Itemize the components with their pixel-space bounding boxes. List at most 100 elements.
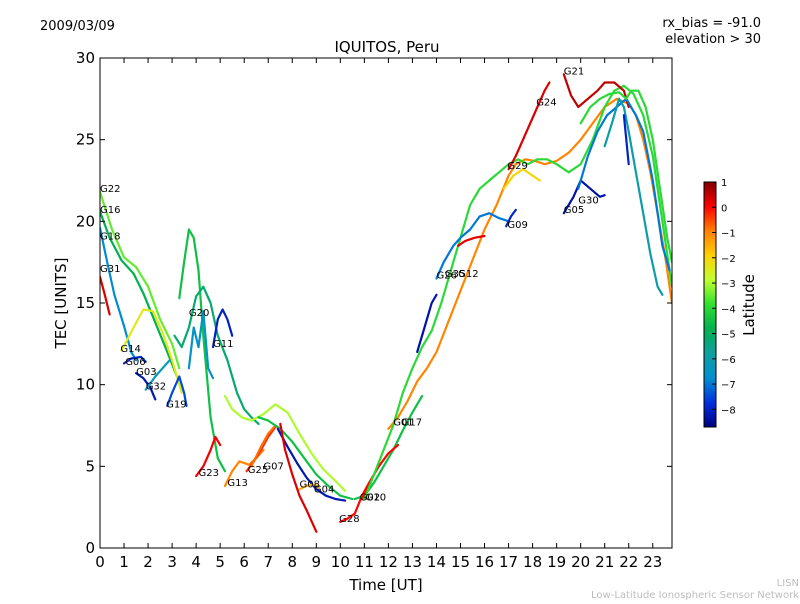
sat-label-g22: G22 (100, 184, 120, 195)
colorbar-tick-label: −8 (721, 405, 736, 416)
series-line-g26 (257, 416, 354, 501)
series-line-g01 (363, 84, 672, 501)
sat-label-g08: G08 (300, 480, 320, 491)
satellite-label-layer: G22G16G18G31G14G06G03G32G19G20G11G23G13G… (100, 66, 599, 525)
x-tick-label: 8 (287, 553, 297, 571)
sat-label-g30: G30 (578, 195, 598, 206)
sat-label-g16: G16 (100, 205, 120, 216)
y-axis-title: TEC [UNITS] (52, 258, 70, 350)
y-tick-label: 20 (76, 212, 95, 230)
series-line-g04 (276, 427, 347, 502)
sat-label-g26: G26 (437, 271, 457, 282)
sat-label-g01: G01 (393, 418, 413, 429)
sat-label-g32: G32 (146, 382, 166, 393)
series-line-g14 (120, 308, 183, 394)
series-line-g07 (250, 424, 277, 468)
x-tick-label: 22 (619, 553, 638, 571)
x-tick-label: 5 (215, 553, 225, 571)
series-line-g30 (562, 179, 606, 215)
x-tick-label: 11 (355, 553, 374, 571)
sat-label-g31: G31 (100, 264, 120, 275)
series-line-g06 (122, 355, 147, 365)
x-tick-label: 19 (547, 553, 566, 571)
series-line-g15 (223, 395, 347, 492)
colorbar-tick-label: −4 (721, 304, 736, 315)
sat-label-g14: G14 (120, 344, 140, 355)
y-tick-label: 0 (85, 539, 95, 557)
series-line-g18 (100, 226, 138, 362)
sat-label-g02: G02 (360, 493, 380, 504)
series-line-g11 (211, 308, 234, 349)
series-layer (100, 73, 672, 533)
series-line-g24 (507, 81, 551, 171)
colorbar-tick-label: −6 (721, 355, 736, 366)
date-label: 2009/03/09 (40, 19, 115, 34)
series-line-g09b (505, 208, 517, 228)
sat-label-g04: G04 (314, 485, 334, 496)
x-tick-label: 1 (119, 553, 129, 571)
sat-label-g18: G18 (100, 231, 120, 242)
x-tick-label: 18 (523, 553, 542, 571)
footer-network: Low-Latitude Ionospheric Sensor Network (591, 590, 799, 600)
x-tick-label: 6 (239, 553, 249, 571)
x-tick-label: 4 (191, 553, 201, 571)
series-line-g10 (360, 444, 400, 501)
x-tick-label: 10 (331, 553, 350, 571)
series-line-g23 (195, 435, 222, 478)
sat-label-g17: G17 (402, 418, 422, 429)
x-tick-label: 2 (143, 553, 153, 571)
series-line-g31 (100, 275, 111, 316)
sat-label-g12: G12 (458, 269, 478, 280)
colorbar-tick-label: 1 (721, 178, 727, 189)
colorbar-tick-layer: 1 0 −1 −2 −3 −4 −5 −6 −7 −8 (712, 178, 736, 416)
series-line-g21 (562, 73, 630, 109)
sat-label-g13: G13 (227, 478, 247, 489)
x-tick-label: 7 (263, 553, 273, 571)
sat-label-g29: G29 (507, 161, 527, 172)
series-line-g20 (178, 228, 227, 473)
series-line-g35 (416, 293, 438, 354)
y-tick-label: 10 (76, 376, 95, 394)
series-line-g12 (457, 234, 486, 247)
sat-label-g06: G06 (125, 357, 145, 368)
sat-label-g23: G23 (199, 468, 219, 479)
y-tick-label: 15 (76, 294, 95, 312)
sat-label-g35: G35 (445, 269, 465, 280)
sat-label-g03: G03 (136, 367, 156, 378)
axis-tick-layer: 0 1 2 3 4 5 6 7 8 9 10 11 12 13 14 15 16 17 18 19 20 21 22 2305… (76, 49, 672, 571)
series-line-g26b (435, 212, 510, 280)
series-line-g02 (353, 395, 424, 501)
series-line-g03 (135, 372, 157, 401)
x-tick-label: 9 (312, 553, 322, 571)
sat-label-g19: G19 (166, 400, 186, 411)
x-tick-label: 16 (475, 553, 494, 571)
colorbar-tick-label: −2 (721, 254, 736, 265)
sat-label-g05: G05 (564, 205, 584, 216)
y-tick-label: 25 (76, 131, 95, 149)
colorbar-label: Latitude (740, 274, 758, 336)
series-line-g08 (298, 483, 320, 491)
series-line-g32 (144, 359, 171, 391)
colorbar (703, 181, 717, 428)
series-line-g30b (603, 97, 664, 296)
footer-lisn: LISN (777, 578, 799, 589)
colorbar-tick-label: −5 (721, 330, 736, 341)
x-tick-label: 3 (167, 553, 177, 571)
x-tick-label: 14 (427, 553, 446, 571)
rx-bias-label: rx_bias = -91.0 (662, 16, 761, 31)
y-tick-label: 30 (76, 49, 95, 67)
series-line-g05b (579, 89, 672, 264)
x-tick-label: 15 (451, 553, 470, 571)
colorbar-tick-label: −1 (721, 229, 736, 240)
series-line-g20b (173, 285, 260, 425)
series-line-g16 (100, 210, 178, 378)
sat-label-g20: G20 (189, 308, 209, 319)
x-tick-label: 12 (379, 553, 398, 571)
series-line-g22 (100, 190, 181, 370)
sat-label-g10: G10 (366, 493, 386, 504)
sat-label-g25: G25 (248, 465, 268, 476)
colorbar-tick-label: −7 (721, 380, 736, 391)
series-line-g21b (622, 114, 630, 166)
